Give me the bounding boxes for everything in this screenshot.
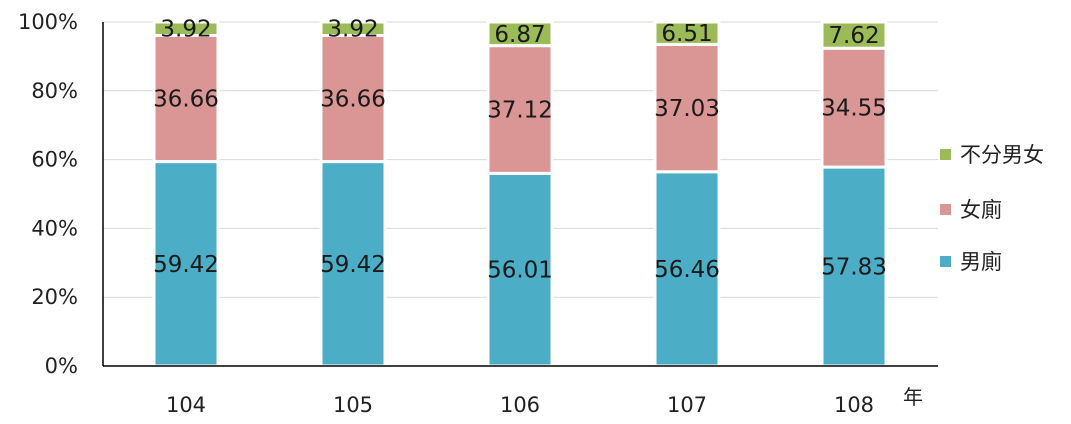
y-tick-label: 80% <box>31 79 78 103</box>
data-label: 56.01 <box>487 258 553 284</box>
bar-segment <box>319 160 387 368</box>
legend-label: 男廁 <box>960 250 1002 274</box>
x-unit-label: 年 <box>903 385 923 409</box>
y-tick-label: 40% <box>31 216 78 240</box>
bar-segment <box>486 20 554 48</box>
data-label: 59.42 <box>153 252 219 278</box>
legend-swatch <box>940 149 951 160</box>
data-label: 36.66 <box>153 87 219 113</box>
bar-segment <box>319 20 387 37</box>
data-label: 3.92 <box>160 17 211 43</box>
x-tick-label: 108 <box>834 393 874 417</box>
data-label: 6.51 <box>661 21 712 47</box>
y-tick-label: 100% <box>18 10 78 34</box>
legend-label: 女廁 <box>960 198 1002 222</box>
legend-label: 不分男女 <box>960 143 1044 167</box>
data-label: 34.55 <box>821 96 887 122</box>
data-label: 37.12 <box>487 97 553 123</box>
bars: 59.42 36.66 3.92 59.42 36.66 3.92 56.01 37.12 6.… <box>152 17 888 368</box>
data-label: 59.42 <box>320 252 386 278</box>
bar-segment <box>486 171 554 368</box>
x-tick-label: 105 <box>333 393 373 417</box>
data-label: 6.87 <box>494 22 545 48</box>
bar-segment <box>820 46 888 169</box>
bar-segment <box>152 160 220 368</box>
data-label: 3.92 <box>327 17 378 43</box>
x-tick-label: 107 <box>667 393 707 417</box>
data-label: 7.62 <box>828 23 879 49</box>
x-tick-label: 104 <box>166 393 206 417</box>
bar-segment <box>653 42 721 174</box>
bar-segment <box>653 20 721 46</box>
y-tick-label: 60% <box>31 148 78 172</box>
y-tick-label: 0% <box>45 354 78 378</box>
y-tick-label: 20% <box>31 285 78 309</box>
legend-swatch <box>940 204 951 215</box>
bar-segment <box>653 170 721 368</box>
legend-swatch <box>940 256 951 267</box>
bar-segment <box>820 165 888 368</box>
axes: 0% 20% 40% 60% 80% 100% 104 105 106 107 108 年 <box>18 10 938 417</box>
bar-segment <box>152 33 220 164</box>
bar-segment <box>820 20 888 50</box>
data-label: 36.66 <box>320 87 386 113</box>
data-label: 37.03 <box>654 96 720 122</box>
bar-segment <box>152 20 220 37</box>
data-label: 57.83 <box>821 255 887 281</box>
x-tick-label: 106 <box>500 393 540 417</box>
data-label: 56.46 <box>654 257 720 283</box>
